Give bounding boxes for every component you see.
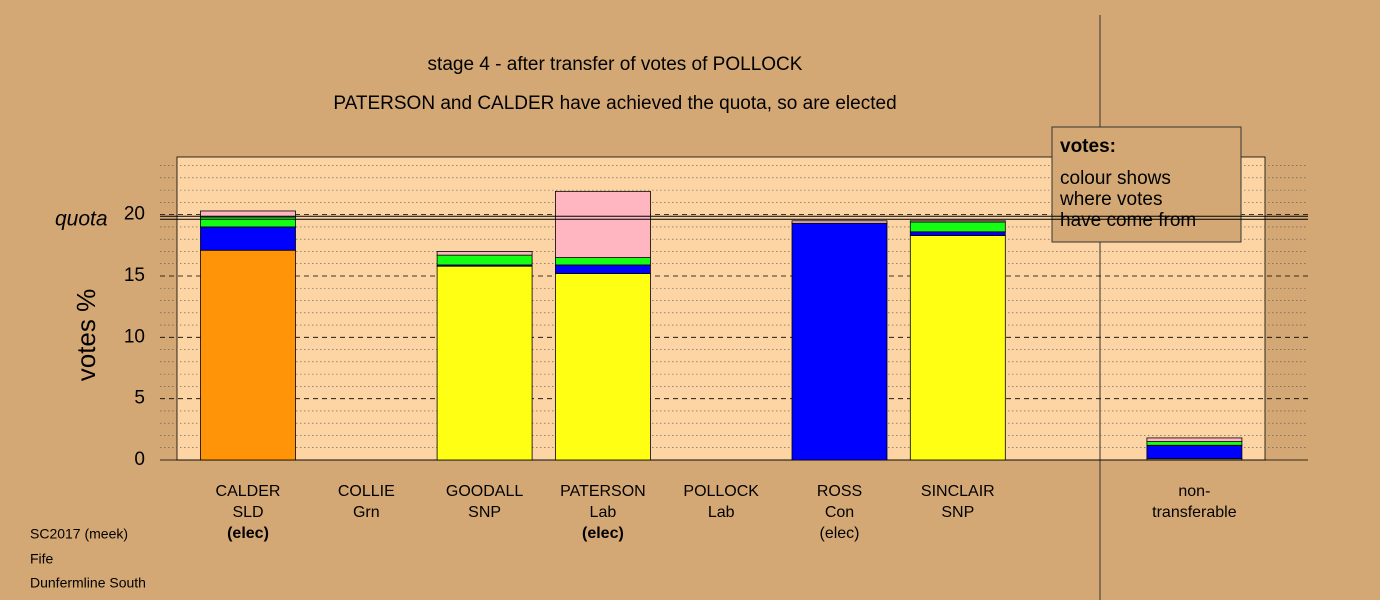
bar-segment: [791, 220, 888, 224]
bar-segment: [909, 235, 1006, 461]
bar-segment: [909, 231, 1006, 236]
x-tick-label: non-: [1178, 483, 1210, 500]
bar-segment: [436, 254, 533, 266]
legend-text: where votes: [1059, 189, 1162, 210]
x-tick-label: ROSS: [817, 483, 862, 500]
y-tick-label: 5: [134, 388, 145, 409]
x-tick-label: (elec): [582, 525, 624, 542]
legend-box: [1051, 126, 1242, 243]
x-tick-label: Con: [825, 504, 854, 521]
bar-segment: [200, 226, 296, 251]
x-tick-label: (elec): [227, 525, 269, 542]
x-tick-label: transferable: [1152, 504, 1237, 521]
x-tick-label: SLD: [232, 504, 263, 521]
chart-title: stage 4 - after transfer of votes of POL…: [428, 54, 803, 75]
bar-segment: [555, 190, 651, 258]
x-tick-label: GOODALL: [446, 483, 523, 500]
x-tick-label: CALDER: [216, 483, 281, 500]
bar-segment: [200, 210, 296, 218]
x-tick-label: (elec): [819, 525, 859, 542]
chart-subtitle: PATERSON and CALDER have achieved the qu…: [333, 93, 896, 114]
bar-segment: [1146, 444, 1243, 460]
y-tick-label: 10: [124, 326, 145, 347]
x-tick-label: PATERSON: [560, 483, 646, 500]
footer-text: SC2017 (meek): [30, 526, 128, 542]
footer-text: Dunfermline South: [30, 575, 146, 591]
bar-segment: [436, 251, 533, 256]
y-tick-label: 15: [124, 265, 145, 286]
x-tick-label: Grn: [353, 504, 380, 521]
bar-segment: [791, 222, 888, 461]
x-tick-label: SNP: [941, 504, 974, 521]
legend: votes: colour shows where votes have com…: [1051, 126, 1242, 243]
x-tick-label: SINCLAIR: [921, 483, 995, 500]
x-tick-label: Lab: [590, 504, 617, 521]
x-tick-label: Lab: [708, 504, 735, 521]
x-tick-label: SNP: [468, 504, 501, 521]
bar-segment: [200, 216, 296, 228]
legend-text: have come from: [1060, 210, 1196, 231]
legend-title: votes:: [1060, 136, 1116, 157]
bar-segment: [1146, 441, 1243, 446]
y-axis-label: votes %: [71, 289, 101, 382]
x-tick-label: POLLOCK: [683, 483, 759, 500]
bar-segment: [1146, 437, 1243, 442]
bar-segment: [555, 257, 651, 266]
bar-segment: [200, 249, 296, 461]
y-tick-label: 20: [124, 204, 145, 225]
bar-segment: [555, 264, 651, 274]
bar-segment: [909, 220, 1006, 223]
y-tick-label: 0: [134, 449, 145, 470]
bar-segment: [555, 273, 651, 461]
x-tick-label: COLLIE: [338, 483, 395, 500]
quota-label: quota: [55, 207, 108, 230]
bar-segment: [909, 221, 1006, 233]
legend-text: colour shows: [1060, 168, 1171, 189]
bar-segment: [436, 265, 533, 461]
footer-text: Fife: [30, 551, 54, 567]
